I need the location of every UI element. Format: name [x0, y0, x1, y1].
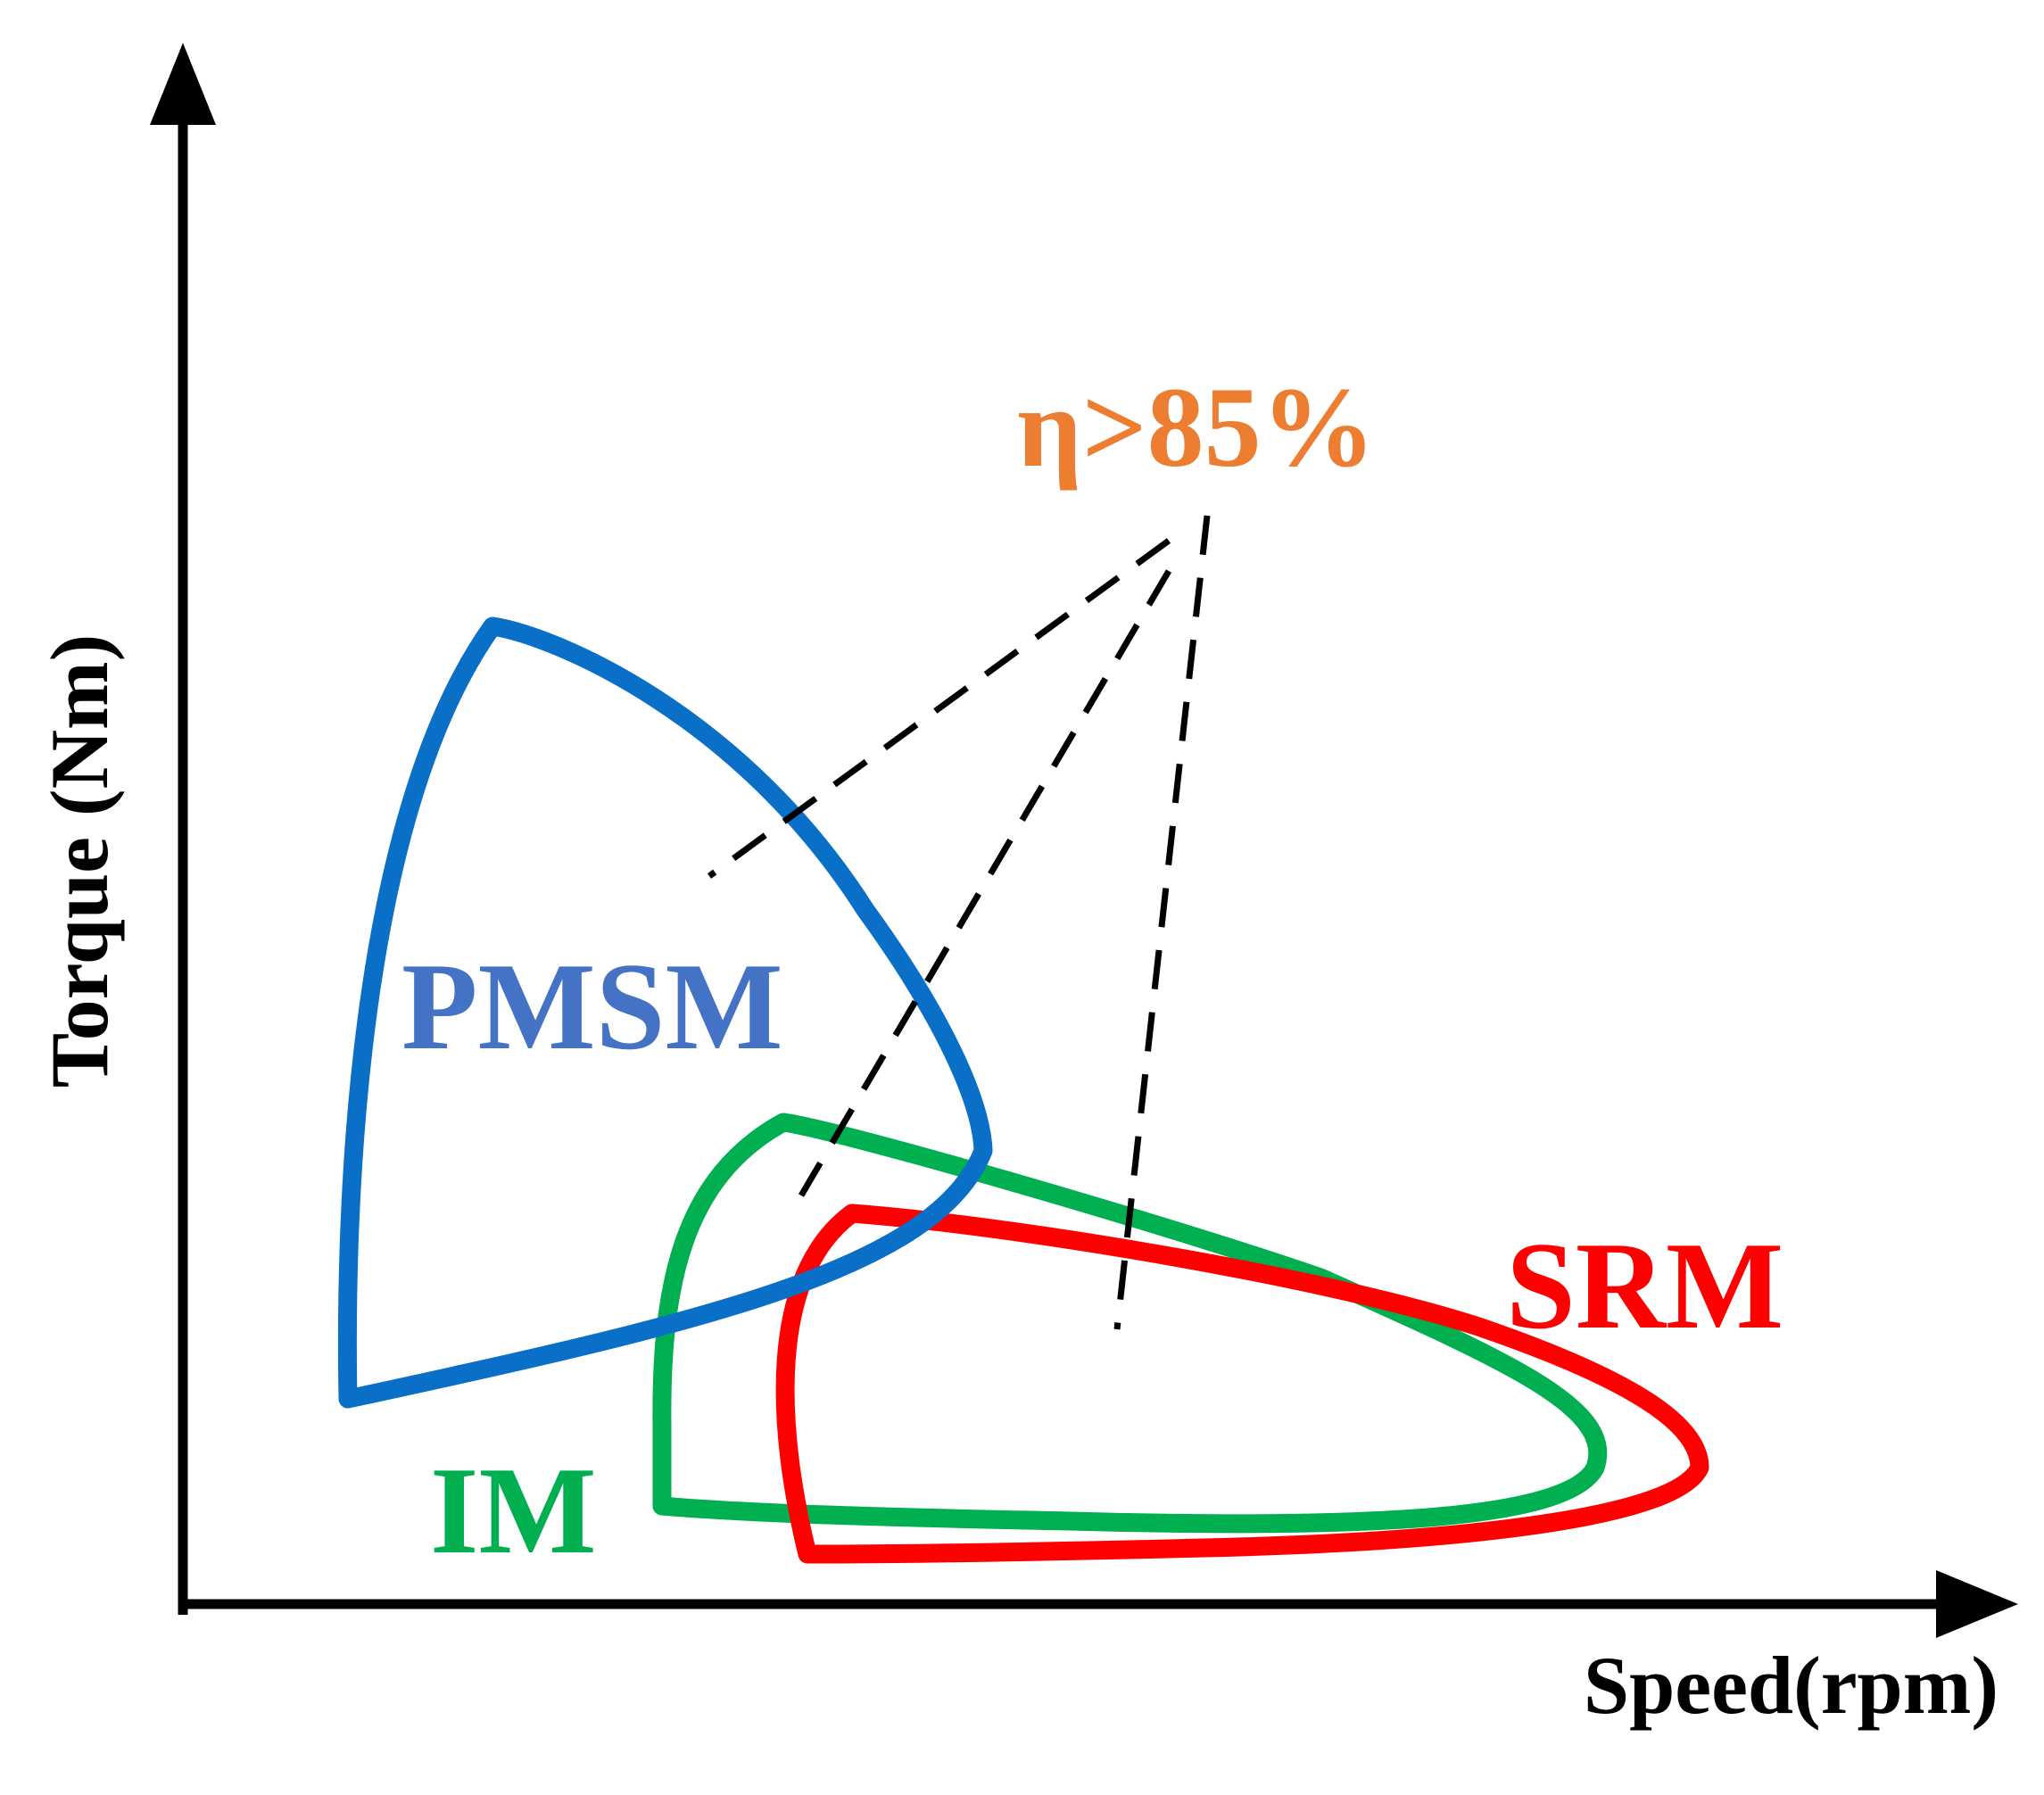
annotation-pointers: [707, 515, 1211, 1330]
x-axis-label: Speed(rpm): [1584, 1640, 1998, 1731]
pointer-line-srm: [1113, 515, 1211, 1330]
pmsm-efficiency-region: [337, 616, 993, 1409]
axes: [150, 43, 2018, 1638]
y-axis-arrowhead: [150, 43, 216, 125]
im-region-label: IM: [430, 1442, 597, 1580]
y-axis-label: Torque (Nm): [34, 634, 125, 1088]
im-efficiency-region: [652, 1113, 1608, 1534]
efficiency-regions: [337, 616, 1709, 1564]
srm-efficiency-region: [775, 1204, 1709, 1564]
srm-region-label: SRM: [1506, 1217, 1783, 1355]
pointer-line-pmsm: [707, 538, 1171, 879]
x-axis-arrowhead: [1936, 1570, 2018, 1638]
pmsm-region-label: PMSM: [401, 938, 783, 1076]
annotation-efficiency-label: η>85%: [1017, 364, 1376, 491]
